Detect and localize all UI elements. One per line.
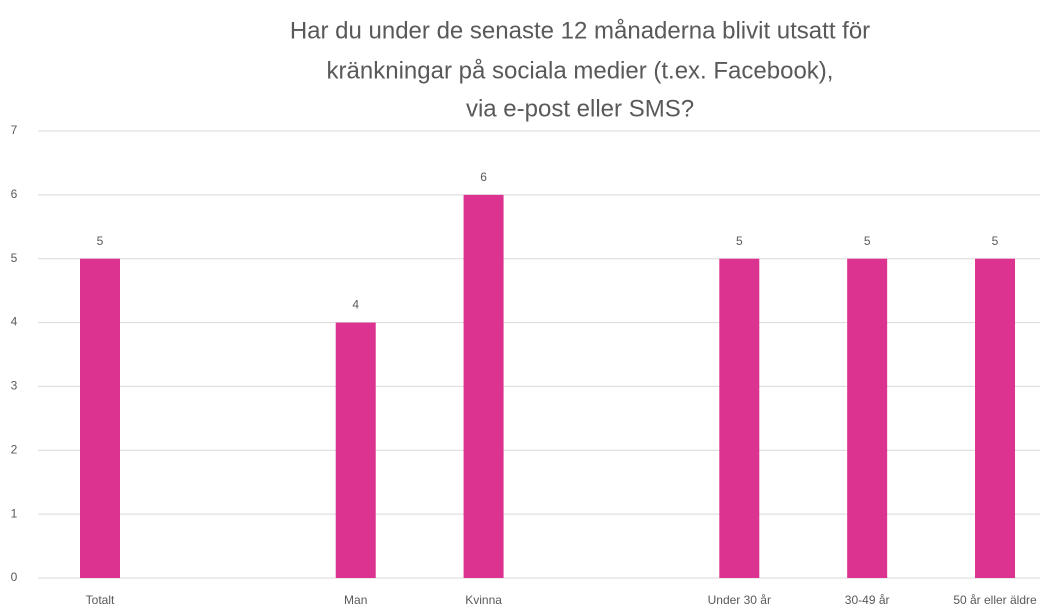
x-tick-label: Under 30 år bbox=[708, 593, 771, 607]
data-label: 5 bbox=[736, 234, 743, 248]
data-label: 5 bbox=[864, 234, 871, 248]
bar bbox=[463, 194, 504, 578]
y-tick-label: 3 bbox=[11, 379, 18, 393]
y-tick-label: 0 bbox=[11, 570, 18, 584]
y-tick-label: 5 bbox=[11, 251, 18, 265]
x-tick-label: Man bbox=[344, 593, 367, 607]
y-tick-label: 6 bbox=[11, 187, 18, 201]
bar bbox=[719, 258, 760, 578]
y-tick-label: 4 bbox=[11, 315, 18, 329]
chart-title: Har du under de senaste 12 månaderna bli… bbox=[290, 17, 870, 44]
chart-title: via e-post eller SMS? bbox=[466, 95, 694, 122]
bar bbox=[847, 258, 888, 578]
y-tick-label: 7 bbox=[11, 123, 18, 137]
y-tick-label: 2 bbox=[11, 442, 18, 456]
x-tick-label: Kvinna bbox=[465, 593, 502, 607]
y-tick-label: 1 bbox=[11, 506, 18, 520]
bar bbox=[80, 258, 120, 578]
x-tick-label: 50 år eller äldre bbox=[953, 593, 1037, 607]
data-label: 5 bbox=[97, 234, 104, 248]
bar bbox=[335, 322, 376, 578]
x-tick-label: 30-49 år bbox=[845, 593, 890, 607]
data-label: 5 bbox=[992, 234, 999, 248]
chart-title: kränkningar på sociala medier (t.ex. Fac… bbox=[327, 57, 834, 84]
bar bbox=[975, 258, 1016, 578]
data-label: 6 bbox=[480, 170, 487, 184]
data-label: 4 bbox=[352, 298, 359, 312]
x-tick-label: Totalt bbox=[86, 593, 115, 607]
